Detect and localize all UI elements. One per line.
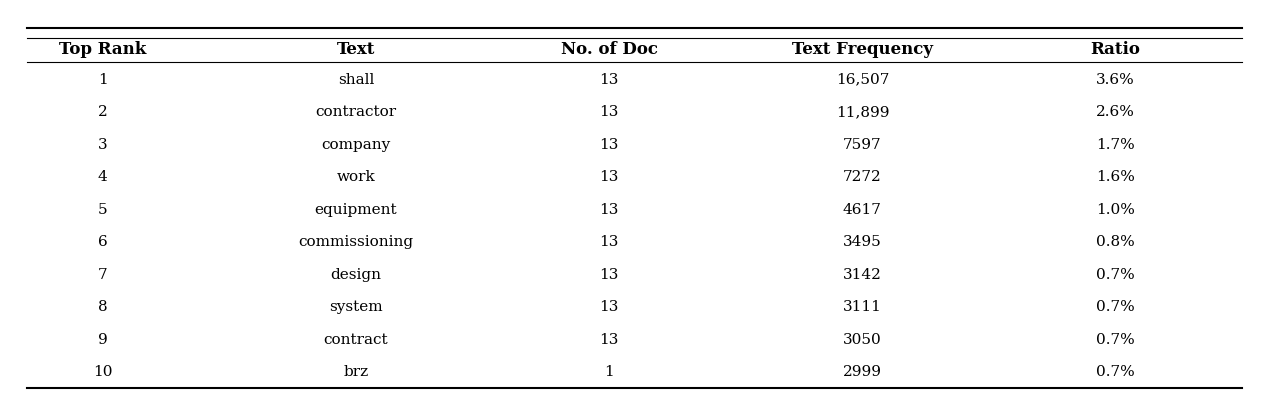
- Text: 1.0%: 1.0%: [1096, 202, 1134, 216]
- Text: commissioning: commissioning: [298, 235, 414, 249]
- Text: 0.7%: 0.7%: [1096, 365, 1134, 379]
- Text: shall: shall: [338, 72, 374, 86]
- Text: 13: 13: [599, 267, 619, 281]
- Text: 7: 7: [98, 267, 108, 281]
- Text: Top Rank: Top Rank: [58, 41, 146, 58]
- Text: work: work: [336, 170, 376, 184]
- Text: 13: 13: [599, 137, 619, 151]
- Text: 3: 3: [98, 137, 108, 151]
- Text: 4617: 4617: [843, 202, 882, 216]
- Text: 6: 6: [98, 235, 108, 249]
- Text: system: system: [329, 300, 383, 314]
- Text: 3142: 3142: [843, 267, 882, 281]
- Text: 13: 13: [599, 332, 619, 346]
- Text: No. of Doc: No. of Doc: [561, 41, 657, 58]
- Text: 7272: 7272: [843, 170, 882, 184]
- Text: 3050: 3050: [843, 332, 882, 346]
- Text: 0.7%: 0.7%: [1096, 267, 1134, 281]
- Text: Text Frequency: Text Frequency: [792, 41, 933, 58]
- Text: 1: 1: [98, 72, 108, 86]
- Text: 3.6%: 3.6%: [1096, 72, 1134, 86]
- Text: 11,899: 11,899: [836, 105, 890, 119]
- Text: 9: 9: [98, 332, 108, 346]
- Text: 13: 13: [599, 105, 619, 119]
- Text: 13: 13: [599, 235, 619, 249]
- Text: 2.6%: 2.6%: [1096, 105, 1134, 119]
- Text: 4: 4: [98, 170, 108, 184]
- Text: 1: 1: [604, 365, 614, 379]
- Text: 0.8%: 0.8%: [1096, 235, 1134, 249]
- Text: 0.7%: 0.7%: [1096, 332, 1134, 346]
- Text: 13: 13: [599, 170, 619, 184]
- Text: 13: 13: [599, 72, 619, 86]
- Text: 7597: 7597: [843, 137, 882, 151]
- Text: 16,507: 16,507: [836, 72, 890, 86]
- Text: 10: 10: [93, 365, 113, 379]
- Text: 3495: 3495: [843, 235, 882, 249]
- Text: Ratio: Ratio: [1091, 41, 1141, 58]
- Text: 13: 13: [599, 202, 619, 216]
- Text: brz: brz: [344, 365, 368, 379]
- Text: 13: 13: [599, 300, 619, 314]
- Text: company: company: [321, 137, 391, 151]
- Text: Text: Text: [336, 41, 376, 58]
- Text: equipment: equipment: [315, 202, 397, 216]
- Text: 8: 8: [98, 300, 108, 314]
- Text: contract: contract: [324, 332, 388, 346]
- Text: 2: 2: [98, 105, 108, 119]
- Text: 2999: 2999: [843, 365, 882, 379]
- Text: 1.7%: 1.7%: [1096, 137, 1134, 151]
- Text: 1.6%: 1.6%: [1096, 170, 1134, 184]
- Text: 5: 5: [98, 202, 108, 216]
- Text: 3111: 3111: [843, 300, 882, 314]
- Text: design: design: [330, 267, 382, 281]
- Text: 0.7%: 0.7%: [1096, 300, 1134, 314]
- Text: contractor: contractor: [316, 105, 396, 119]
